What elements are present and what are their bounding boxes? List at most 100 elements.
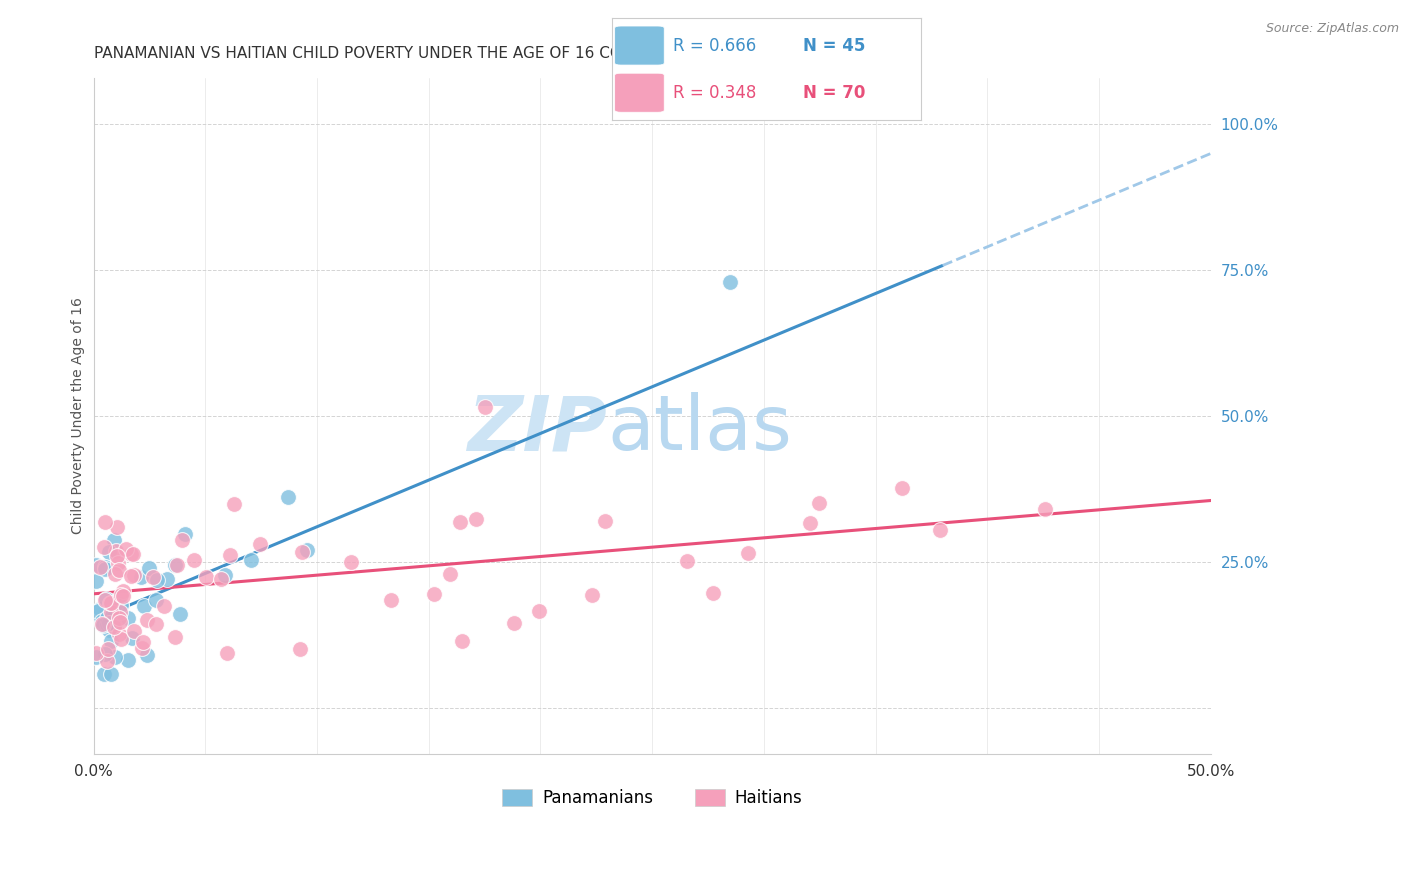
Point xyxy=(890,481,912,495)
Point xyxy=(136,613,159,627)
Point xyxy=(129,570,152,584)
Point xyxy=(91,617,114,632)
Point xyxy=(110,598,132,612)
Point xyxy=(105,543,128,558)
Point xyxy=(676,554,699,568)
Text: ZIP: ZIP xyxy=(468,392,607,467)
Point xyxy=(222,497,245,511)
Point xyxy=(152,599,174,613)
Point xyxy=(219,548,242,562)
Point xyxy=(183,553,205,567)
Point xyxy=(124,567,146,582)
Point xyxy=(249,537,271,551)
Point xyxy=(104,615,127,630)
Point xyxy=(807,495,830,509)
Point xyxy=(277,490,299,504)
Point xyxy=(465,512,488,526)
Point xyxy=(527,604,550,618)
Point xyxy=(214,567,236,582)
Text: Source: ZipAtlas.com: Source: ZipAtlas.com xyxy=(1265,22,1399,36)
Point xyxy=(93,560,115,574)
Point xyxy=(104,650,127,665)
Point xyxy=(108,611,131,625)
Point xyxy=(94,647,117,661)
Point xyxy=(84,650,107,665)
Point xyxy=(132,634,155,648)
Point xyxy=(156,572,179,586)
Point xyxy=(380,592,402,607)
Point xyxy=(107,564,129,578)
Point xyxy=(84,646,107,660)
Point xyxy=(93,540,115,554)
Point xyxy=(103,620,125,634)
Point xyxy=(737,546,759,560)
Point xyxy=(146,574,169,588)
Point xyxy=(100,596,122,610)
Point xyxy=(107,627,129,641)
Point xyxy=(96,610,118,624)
Point xyxy=(112,590,135,604)
Point xyxy=(98,545,121,559)
Point xyxy=(295,543,318,558)
Point xyxy=(474,400,496,414)
Point xyxy=(581,588,603,602)
Point xyxy=(107,556,129,570)
Point xyxy=(110,599,132,613)
Point xyxy=(450,633,472,648)
Point xyxy=(209,572,232,586)
Point xyxy=(89,601,111,615)
Point xyxy=(96,654,118,668)
Point xyxy=(449,515,471,529)
Point xyxy=(145,617,167,632)
Point xyxy=(240,553,263,567)
Point xyxy=(718,275,741,289)
Point xyxy=(290,642,312,657)
Point xyxy=(91,614,114,628)
Point xyxy=(96,591,118,606)
Point xyxy=(142,570,165,584)
Point xyxy=(105,549,128,563)
Text: atlas: atlas xyxy=(607,392,793,467)
Point xyxy=(169,607,191,621)
Point xyxy=(105,520,128,534)
Point xyxy=(170,533,193,548)
Point xyxy=(120,569,142,583)
Point xyxy=(702,586,724,600)
Text: PANAMANIAN VS HAITIAN CHILD POVERTY UNDER THE AGE OF 16 CORRELATION CHART: PANAMANIAN VS HAITIAN CHILD POVERTY UNDE… xyxy=(94,46,763,62)
Point xyxy=(136,648,159,662)
Point xyxy=(503,615,526,630)
Point xyxy=(86,604,108,618)
Point xyxy=(100,634,122,648)
Point xyxy=(439,566,461,581)
Point xyxy=(110,632,132,646)
Point xyxy=(103,533,125,547)
Text: N = 70: N = 70 xyxy=(803,84,866,102)
Point xyxy=(799,516,821,530)
Point xyxy=(132,599,155,613)
Point xyxy=(195,570,218,584)
Point xyxy=(114,541,136,556)
Point xyxy=(89,559,111,574)
Point xyxy=(339,555,361,569)
Point xyxy=(138,561,160,575)
Point xyxy=(101,608,124,623)
Point xyxy=(929,523,952,537)
Y-axis label: Child Poverty Under the Age of 16: Child Poverty Under the Age of 16 xyxy=(72,298,86,534)
Point xyxy=(93,618,115,632)
Point xyxy=(131,640,153,655)
Point xyxy=(163,558,186,573)
Point xyxy=(108,615,131,630)
Text: R = 0.666: R = 0.666 xyxy=(673,37,756,54)
Point xyxy=(117,611,139,625)
Point xyxy=(117,653,139,667)
Point xyxy=(166,558,188,572)
Point xyxy=(94,593,117,607)
Point xyxy=(97,616,120,631)
Point xyxy=(110,588,132,602)
Point xyxy=(104,566,127,581)
Point xyxy=(1033,501,1056,516)
Point xyxy=(215,646,238,660)
Text: N = 45: N = 45 xyxy=(803,37,866,54)
FancyBboxPatch shape xyxy=(614,26,664,65)
Legend: Panamanians, Haitians: Panamanians, Haitians xyxy=(495,782,808,814)
